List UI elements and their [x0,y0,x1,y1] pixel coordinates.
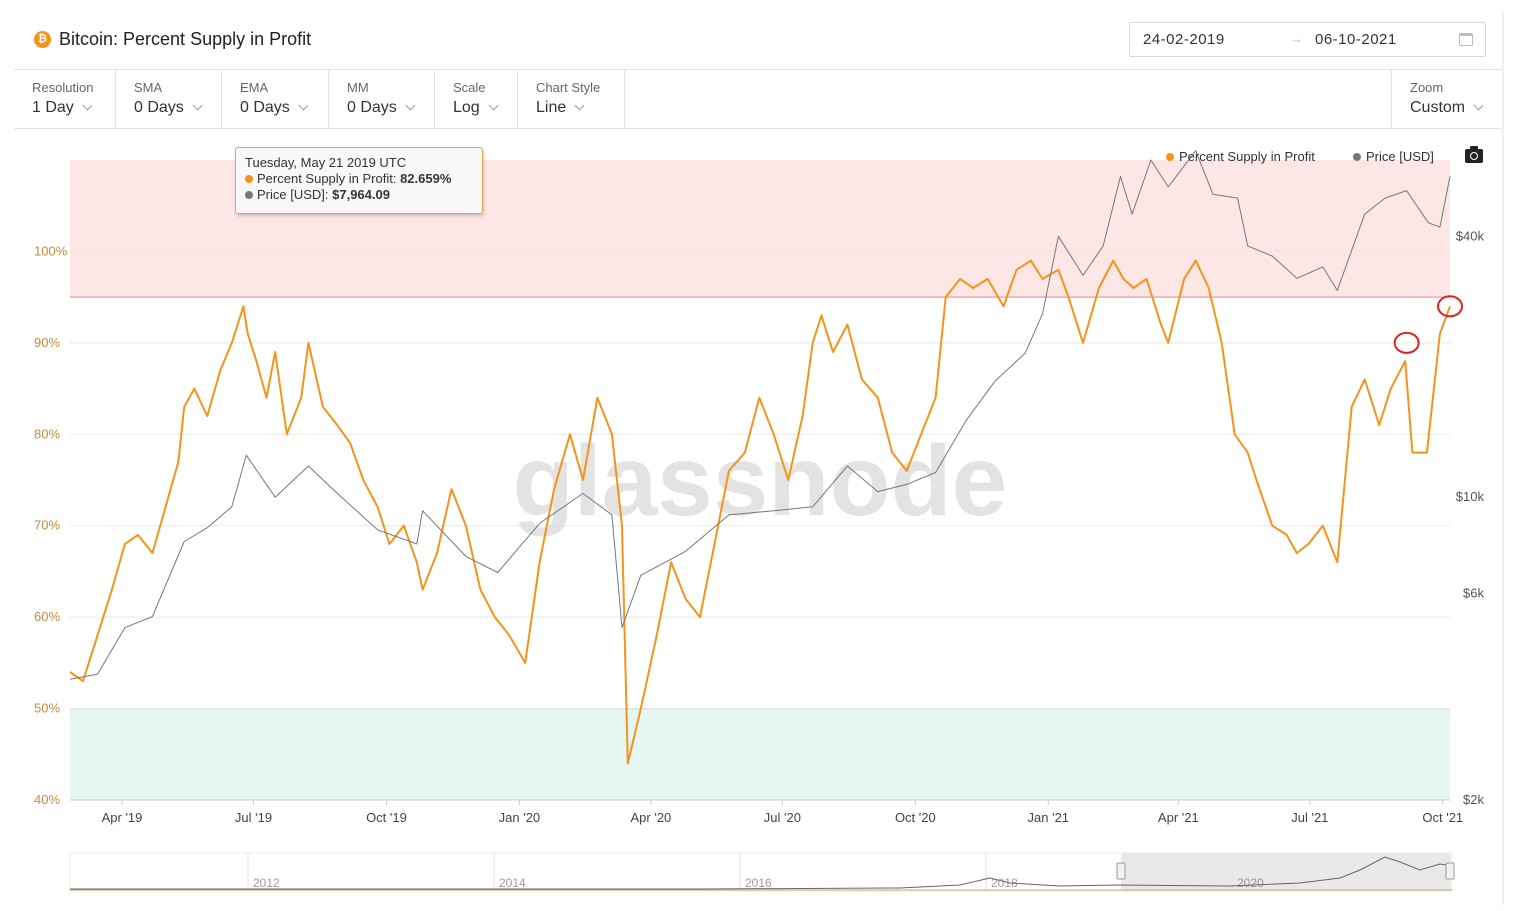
arrow-right-icon: → [1290,31,1304,46]
scale-label: Scale [453,80,486,95]
legend-price-label: Price [USD] [1366,149,1434,164]
y-right-tick-label: $40k [1456,228,1485,243]
chart-header: ₿ Bitcoin: Percent Supply in Profit 24-0… [14,0,1502,70]
date-to-input[interactable]: 06-10-2021 [1315,31,1397,48]
tooltip-price-row: Price [USD]: $7,964.09 [245,187,473,203]
date-from-input[interactable]: 24-02-2019 [1143,31,1225,48]
navigator-year-label: 2016 [745,876,772,890]
sma-dropdown[interactable]: SMA 0 Days [116,70,222,128]
y-right-tick-label: $10k [1456,489,1485,504]
x-tick-label: Jan '21 [1028,810,1070,825]
ema-value: 0 Days [240,99,290,116]
hover-tooltip: Tuesday, May 21 2019 UTC Percent Supply … [235,147,483,214]
ema-dropdown[interactable]: EMA 0 Days [222,70,329,128]
lower-band [70,708,1450,800]
orange-dot-icon [245,175,253,183]
chart-style-label: Chart Style [536,80,601,95]
bitcoin-icon: ₿ [34,31,51,48]
page-title: Bitcoin: Percent Supply in Profit [59,29,312,49]
camera-icon[interactable] [1465,146,1483,163]
x-tick-label: Apr '20 [631,810,672,825]
glassnode-watermark: glassnode [513,425,1008,537]
calendar-icon[interactable] [1459,33,1473,46]
resolution-value: 1 Day [32,99,74,116]
gray-dot-icon [1353,153,1361,161]
tooltip-price-value: $7,964.09 [332,187,390,202]
y-left-tick-label: 90% [34,335,60,350]
chart-style-dropdown[interactable]: Chart Style Line [518,70,625,128]
resolution-dropdown[interactable]: Resolution 1 Day [14,70,116,128]
chart-toolbar: Resolution 1 Day SMA 0 Days EMA 0 Days M… [14,70,1502,129]
y-left-tick-label: 70% [34,518,60,533]
sma-label: SMA [134,80,163,95]
tooltip-date: Tuesday, May 21 2019 UTC [245,155,407,170]
highlight-circle [1437,295,1463,318]
y-left-tick-label: 60% [34,609,60,624]
navigator-price-line [70,856,1453,890]
resolution-label: Resolution [32,80,94,95]
x-tick-label: Oct '20 [895,810,936,825]
x-tick-label: Jul '21 [1291,810,1328,825]
mm-label: MM [347,80,369,95]
series-line-price [69,150,1451,680]
y-left-tick-label: 40% [34,792,60,807]
zoom-label: Zoom [1410,80,1444,95]
series-line-percent-supply [69,259,1451,765]
zoom-value: Custom [1410,99,1466,116]
x-tick-label: Jan '20 [499,810,541,825]
tooltip-price-label: Price [USD]: [257,187,333,202]
highlight-circle [1393,331,1420,354]
date-range-picker[interactable]: 24-02-2019 → 06-10-2021 [1129,22,1486,57]
ema-label: EMA [240,80,269,95]
orange-dot-icon [1166,153,1174,161]
mm-value: 0 Days [347,99,397,116]
scale-dropdown[interactable]: Scale Log [435,70,518,128]
sma-value: 0 Days [134,99,184,116]
tooltip-metric-value: 82.659% [400,171,452,186]
x-tick-label: Oct '19 [366,810,407,825]
legend-item-metric[interactable]: Percent Supply in Profit [1166,149,1315,164]
chart-style-value: Line [536,99,567,116]
navigator-year-label: 2012 [253,876,280,890]
gray-dot-icon [245,191,253,199]
x-tick-label: Apr '19 [102,810,143,825]
y-left-tick-label: 100% [34,243,68,258]
mm-dropdown[interactable]: MM 0 Days [329,70,435,128]
tooltip-metric-row: Percent Supply in Profit: 82.659% [245,171,473,187]
legend-metric-label: Percent Supply in Profit [1179,149,1315,164]
navigator-year-label: 2020 [1237,876,1264,890]
y-right-tick-label: $2k [1463,792,1484,807]
x-tick-label: Jul '20 [764,810,801,825]
y-left-tick-label: 80% [34,426,60,441]
scale-value: Log [453,99,480,116]
navigator-year-label: 2014 [499,876,526,890]
x-tick-label: Jul '19 [235,810,272,825]
navigator-selection [1121,853,1451,891]
tooltip-metric-label: Percent Supply in Profit: [257,171,401,186]
x-tick-label: Oct '21 [1422,810,1463,825]
navigator-handle-left [1116,862,1126,880]
x-tick-label: Apr '21 [1158,810,1199,825]
zoom-dropdown[interactable]: Zoom Custom [1391,70,1502,128]
y-right-tick-label: $6k [1463,585,1484,600]
navigator-handle-right [1445,862,1455,880]
legend-item-price[interactable]: Price [USD] [1353,149,1434,164]
y-left-tick-label: 50% [34,701,60,716]
